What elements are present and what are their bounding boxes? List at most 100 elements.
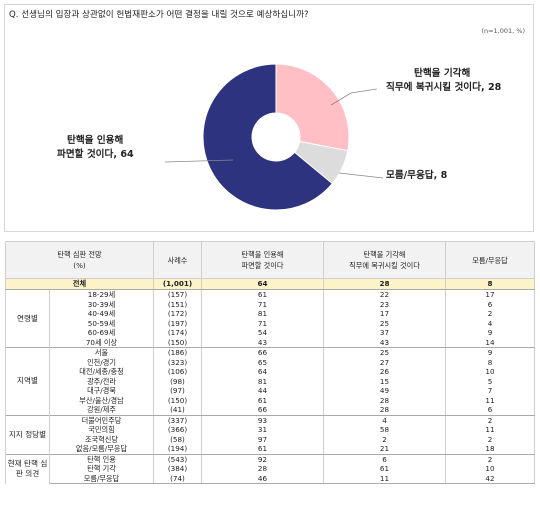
row-dismiss: 21 (323, 444, 446, 455)
row-uphold: 43 (201, 337, 324, 348)
slice-label-uphold: 탄핵을 인용해 파면할 것이다, 64 (57, 135, 134, 160)
row-label: 18-29세 (49, 289, 154, 300)
slice-label-unknown: 모름/무응답, 8 (386, 170, 448, 181)
row-count: (543) (153, 453, 202, 464)
slice-value-unknown: 8 (440, 170, 448, 181)
row-label: 부산/울산/경남 (49, 395, 154, 405)
row-dismiss: 15 (323, 376, 446, 386)
row-count: (384) (153, 464, 202, 474)
row-uphold: 65 (201, 357, 324, 367)
table-row: 40-49세 (172) 81 17 2 (6, 309, 535, 319)
total-dismiss: 28 (323, 278, 446, 290)
total-count: (1,001) (153, 278, 202, 290)
table-row: 50-59세 (197) 71 25 4 (6, 318, 535, 328)
table-row: 국민의힘 (366) 31 58 11 (6, 425, 535, 435)
header-uphold: 탄핵을 인용해 파면할 것이다 (201, 241, 324, 279)
slice-label-uphold-line1: 탄핵을 인용해 (67, 135, 124, 146)
header-dismiss: 탄핵을 기각해 직무에 복귀시킬 것이다 (323, 241, 446, 279)
row-uphold: 64 (201, 367, 324, 377)
results-table: 탄핵 심판 전망 (%) 사례수 탄핵을 인용해 파면할 것이다 탄핵을 기각해… (5, 241, 535, 484)
row-uphold: 97 (201, 434, 324, 444)
leader-line-dismiss (330, 88, 378, 106)
row-count: (157) (153, 289, 202, 300)
header-category-line2: (%) (73, 261, 86, 270)
table-row: 강원/제주 (41) 66 28 6 (6, 405, 535, 416)
slice-label-dismiss-line1: 탄핵을 기각해 (414, 68, 471, 79)
pie-chart-panel: Q. 선생님의 입장과 상관없이 헌법재판소가 어떤 결정을 내릴 것으로 예상… (4, 4, 534, 232)
row-unknown: 17 (445, 289, 535, 300)
row-count: (174) (153, 328, 202, 338)
row-dismiss: 17 (323, 309, 446, 319)
row-unknown: 18 (445, 444, 535, 455)
slice-label-dismiss: 탄핵을 기각해 직무에 복귀시킬 것이다, 28 (386, 68, 502, 93)
table-header-row: 탄핵 심판 전망 (%) 사례수 탄핵을 인용해 파면할 것이다 탄핵을 기각해… (5, 241, 535, 279)
row-uphold: 61 (201, 444, 324, 455)
row-count: (337) (153, 414, 202, 425)
row-unknown: 2 (445, 453, 535, 464)
row-uphold: 31 (201, 425, 324, 435)
row-dismiss: 22 (323, 289, 446, 300)
row-uphold: 71 (201, 299, 324, 309)
row-unknown: 6 (445, 405, 535, 416)
row-count: (41) (153, 405, 202, 416)
row-uphold: 28 (201, 464, 324, 474)
row-uphold: 61 (201, 395, 324, 405)
slice-dismiss (275, 63, 350, 152)
row-count: (366) (153, 425, 202, 435)
row-unknown: 9 (445, 347, 535, 358)
table-row: 60-69세 (174) 54 37 9 (6, 328, 535, 338)
table-row: 모름/무응답 (74) 46 11 42 (6, 473, 535, 484)
row-label: 광주/전라 (49, 376, 154, 386)
slice-value-dismiss: 28 (487, 82, 502, 93)
sample-size-note: (n=1,001, %) (481, 27, 525, 35)
slice-uphold (202, 63, 333, 211)
header-dismiss-line2: 직무에 복귀시킬 것이다 (349, 261, 420, 270)
table-row: 대구/경북 (97) 44 49 7 (6, 386, 535, 396)
row-count: (150) (153, 337, 202, 348)
row-dismiss: 28 (323, 405, 446, 416)
row-uphold: 93 (201, 414, 324, 425)
group-label: 현재 탄핵 심판 의견 (5, 453, 50, 484)
row-unknown: 7 (445, 386, 535, 396)
total-unknown: 8 (445, 278, 535, 290)
leader-line-unknown (338, 172, 384, 179)
table-row: 현재 탄핵 심판 의견 탄핵 인용 (543) 92 6 2 (5, 453, 535, 484)
total-label: 전체 (5, 278, 154, 290)
leader-line-uphold (164, 159, 234, 163)
row-dismiss: 28 (323, 395, 446, 405)
row-unknown: 2 (445, 434, 535, 444)
table-row: 대전/세종/충청 (106) 64 26 10 (6, 367, 535, 377)
row-uphold: 66 (201, 347, 324, 358)
row-count: (151) (153, 299, 202, 309)
row-label: 없음/모름/무응답 (49, 444, 154, 455)
row-dismiss: 6 (323, 453, 446, 464)
table-row: 70세 이상 (150) 43 43 14 (6, 337, 535, 348)
row-uphold: 44 (201, 386, 324, 396)
row-dismiss: 49 (323, 386, 446, 396)
row-unknown: 11 (445, 425, 535, 435)
row-unknown: 2 (445, 414, 535, 425)
row-uphold: 92 (201, 453, 324, 464)
row-uphold: 46 (201, 473, 324, 484)
table-row: 조국혁신당 (58) 97 2 2 (6, 434, 535, 444)
row-count: (194) (153, 444, 202, 455)
row-uphold: 81 (201, 309, 324, 319)
row-label: 70세 이상 (49, 337, 154, 348)
table-row: 지지 정당별 더불어민주당 (337) 93 4 2 (5, 414, 535, 454)
row-dismiss: 43 (323, 337, 446, 348)
row-label: 탄핵 인용 (49, 453, 154, 464)
group-label: 지지 정당별 (5, 414, 50, 454)
row-count: (74) (153, 473, 202, 484)
row-dismiss: 25 (323, 318, 446, 328)
row-count: (186) (153, 347, 202, 358)
row-label: 인천/경기 (49, 357, 154, 367)
row-dismiss: 25 (323, 347, 446, 358)
row-count: (106) (153, 367, 202, 377)
row-dismiss: 61 (323, 464, 446, 474)
row-unknown: 14 (445, 337, 535, 348)
row-unknown: 5 (445, 376, 535, 386)
row-unknown: 11 (445, 395, 535, 405)
row-dismiss: 26 (323, 367, 446, 377)
table-row: 연령별 18-29세 (157) 61 22 17 (5, 289, 535, 348)
row-dismiss: 27 (323, 357, 446, 367)
